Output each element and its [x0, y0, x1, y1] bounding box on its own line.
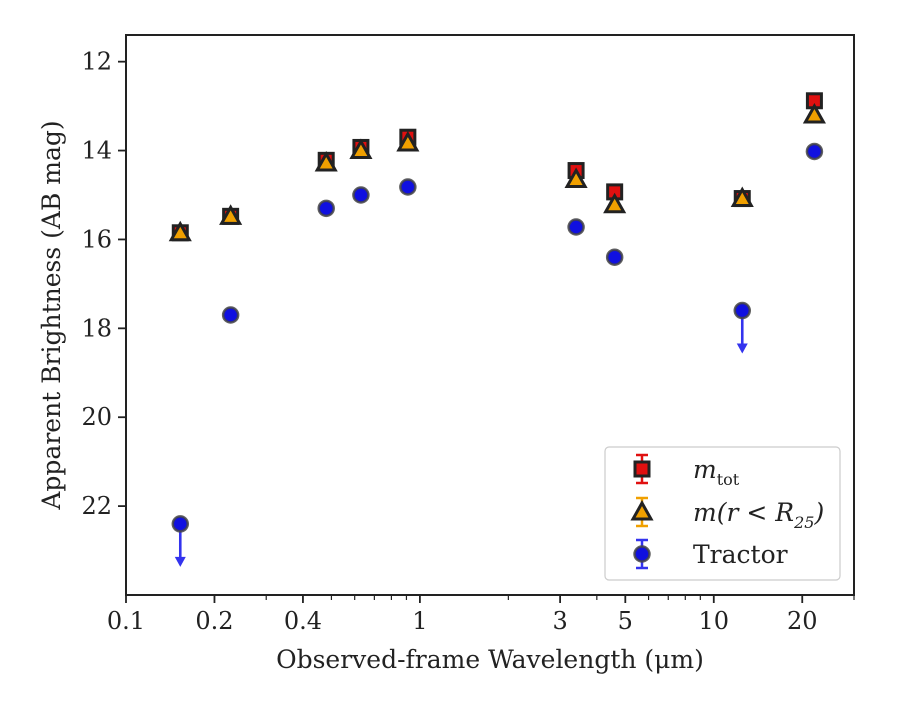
legend-square-marker	[633, 460, 651, 478]
y-tick-label: 20	[81, 403, 112, 431]
legend-label-tractor: Tractor	[693, 540, 788, 569]
circle-point	[352, 186, 370, 204]
circle-point	[567, 218, 585, 236]
x-axis: 0.1 0.2 0.4 1 3 5 10 20	[107, 595, 818, 635]
legend-label-mtot: mtot	[693, 455, 740, 489]
triangle-point	[564, 167, 588, 188]
circle-point	[733, 301, 752, 320]
legend-triangle-marker	[630, 499, 654, 521]
triangle-point	[314, 150, 338, 172]
triangle-point	[802, 102, 826, 124]
circle-point	[171, 515, 190, 533]
circle-point	[317, 199, 335, 218]
y-axis: 12 14 16 18 20 22	[81, 48, 126, 520]
circle-point	[399, 178, 417, 196]
legend-markers	[630, 453, 654, 570]
legend: mtot m(r < R25) Tractor	[604, 446, 841, 581]
x-tick-label: 0.1	[107, 607, 145, 635]
legend-label-mr25: m(r < R25)	[693, 498, 824, 532]
y-tick-label: 18	[81, 314, 112, 342]
triangle-point	[396, 130, 420, 152]
triangle-point	[730, 186, 754, 208]
x-tick-label: 3	[552, 607, 567, 635]
triangle-point	[219, 204, 243, 225]
circle-point	[805, 142, 824, 161]
triangle-point	[168, 220, 192, 242]
x-tick-label: 5	[618, 607, 633, 635]
y-tick-label: 12	[81, 48, 112, 76]
triangle-point	[349, 138, 373, 160]
triangle-point	[603, 192, 627, 214]
upper-limit-arrowhead	[174, 556, 186, 567]
data-points	[168, 92, 826, 567]
y-tick-label: 16	[81, 225, 112, 253]
x-tick-label: 0.2	[195, 607, 233, 635]
upper-limit-arrowhead	[736, 343, 748, 354]
x-tick-label: 0.4	[284, 607, 322, 635]
circle-point	[605, 248, 624, 266]
y-axis-label: Apparent Brightness (AB mag)	[37, 120, 66, 510]
y-tick-label: 22	[81, 492, 112, 520]
legend-circle-marker	[633, 545, 651, 563]
legend-box	[604, 446, 841, 581]
x-tick-label: 20	[787, 607, 818, 635]
circle-point	[221, 306, 240, 324]
x-tick-label: 10	[699, 607, 730, 635]
x-tick-label: 1	[412, 607, 427, 635]
y-tick-label: 14	[81, 137, 112, 165]
x-axis-label: Observed-frame Wavelength (μm)	[276, 645, 704, 674]
